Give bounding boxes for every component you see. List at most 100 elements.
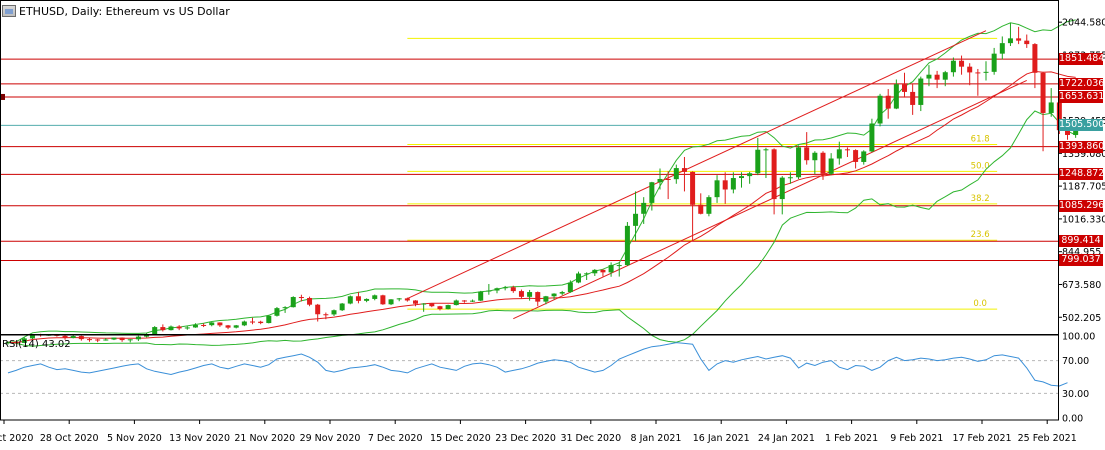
candle-body bbox=[584, 273, 590, 275]
chart-window-icon[interactable] bbox=[2, 5, 16, 17]
candle-body bbox=[29, 334, 35, 339]
candle-body bbox=[910, 91, 916, 105]
candle-body bbox=[950, 60, 956, 73]
date-tick-label: 29 Nov 2020 bbox=[300, 433, 361, 444]
candle-body bbox=[787, 177, 793, 179]
candle-body bbox=[21, 338, 27, 343]
candle-body bbox=[559, 292, 565, 294]
candle-body bbox=[592, 269, 598, 274]
price-tick-label: 673.580 bbox=[1062, 280, 1101, 291]
rsi-tick-label: 30.00 bbox=[1062, 389, 1089, 400]
fibonacci-lines: 61.8 50.0 38.2 23.6 0.0 bbox=[407, 37, 998, 310]
candle-body bbox=[1032, 44, 1038, 73]
chart-title-bar: ETHUSD, Daily: Ethereum vs US Dollar bbox=[2, 3, 230, 19]
candle-body bbox=[184, 327, 190, 329]
candle-body bbox=[192, 324, 198, 328]
candle-body bbox=[959, 60, 965, 67]
candle-body bbox=[298, 297, 304, 299]
candle-body bbox=[233, 325, 239, 328]
price-tick-label: 502.205 bbox=[1062, 313, 1101, 324]
fib-label: 0.0 bbox=[973, 299, 987, 309]
candle-body bbox=[844, 149, 850, 151]
chart-title: ETHUSD, Daily: Ethereum vs US Dollar bbox=[19, 4, 230, 18]
candle-body bbox=[502, 287, 508, 289]
price-level-badge: 1505.500 bbox=[1059, 119, 1105, 132]
rsi-indicator-label: RSI(14) 43.02 bbox=[2, 339, 71, 350]
price-tick-label: 1359.080 bbox=[1062, 149, 1105, 160]
candle-body bbox=[87, 339, 92, 341]
candle-body bbox=[396, 298, 402, 300]
candle-body bbox=[78, 336, 84, 340]
date-tick-label: 7 Dec 2020 bbox=[368, 433, 423, 444]
candle-body bbox=[217, 322, 223, 326]
candle-body bbox=[755, 149, 761, 174]
candle-body bbox=[1065, 130, 1070, 135]
candle-body bbox=[453, 300, 459, 306]
level-marker bbox=[0, 93, 5, 100]
candle-body bbox=[975, 72, 981, 74]
price-level-badge: 1653.631 bbox=[1059, 90, 1105, 103]
candle-body bbox=[836, 149, 842, 159]
candle-body bbox=[999, 43, 1005, 54]
candle-body bbox=[282, 307, 288, 309]
candles bbox=[5, 23, 1079, 345]
candle-body bbox=[290, 297, 296, 308]
bollinger-lower bbox=[7, 110, 1076, 347]
candle-body bbox=[902, 84, 907, 92]
candle-body bbox=[967, 66, 973, 73]
candle-body bbox=[893, 84, 899, 109]
rsi-tick-label: 100.00 bbox=[1062, 332, 1095, 343]
date-tick-label: 13 Nov 2020 bbox=[169, 433, 230, 444]
candle-body bbox=[885, 95, 891, 109]
candle-body bbox=[681, 168, 687, 172]
candle-body bbox=[1016, 38, 1022, 41]
date-tick-label: 21 Nov 2020 bbox=[234, 433, 295, 444]
date-tick-label: 9 Feb 2021 bbox=[890, 433, 943, 444]
price-tick-label: 1016.330 bbox=[1062, 214, 1105, 225]
date-tick-label: 17 Feb 2021 bbox=[952, 433, 1011, 444]
date-tick-label: 25 Feb 2021 bbox=[1018, 433, 1077, 444]
date-tick-label: 16 Jan 2021 bbox=[693, 433, 750, 444]
fib-label: 23.6 bbox=[971, 230, 990, 240]
candle-body bbox=[1007, 38, 1013, 44]
channel-lower-line bbox=[513, 79, 1027, 320]
candle-body bbox=[331, 310, 337, 315]
candle-body bbox=[127, 339, 133, 341]
candle-body bbox=[698, 204, 704, 214]
candle-body bbox=[413, 300, 418, 304]
candle-body bbox=[608, 265, 614, 273]
candle-body bbox=[404, 298, 410, 301]
candle-body bbox=[111, 337, 117, 340]
candle-body bbox=[160, 327, 166, 331]
date-tick-label: 28 Oct 2020 bbox=[40, 433, 99, 444]
date-tick-label: 20 Oct 2020 bbox=[0, 433, 33, 444]
candle-body bbox=[747, 173, 753, 177]
date-tick-label: 15 Dec 2020 bbox=[430, 433, 491, 444]
candle-body bbox=[209, 322, 215, 326]
candle-body bbox=[722, 180, 728, 190]
candle-body bbox=[241, 321, 247, 326]
candle-body bbox=[665, 178, 671, 180]
price-tick-label: 844.955 bbox=[1062, 247, 1101, 258]
candle-body bbox=[486, 290, 492, 292]
candle-body bbox=[135, 336, 141, 340]
price-level-badge: 1085.296 bbox=[1059, 199, 1105, 212]
horizontal-levels bbox=[0, 58, 1058, 261]
candle-body bbox=[616, 265, 622, 267]
price-tick-label: 1187.705 bbox=[1062, 182, 1105, 193]
candle-body bbox=[877, 95, 883, 124]
candle-body bbox=[103, 339, 109, 341]
candle-body bbox=[176, 326, 182, 329]
candle-body bbox=[1048, 102, 1054, 113]
candle-body bbox=[942, 72, 948, 80]
fib-label: 38.2 bbox=[971, 194, 990, 204]
candle-body bbox=[323, 314, 329, 316]
candle-body bbox=[828, 158, 834, 174]
price-level-badge: 1851.484 bbox=[1059, 53, 1105, 66]
candle-body bbox=[673, 168, 679, 180]
date-tick-label: 23 Dec 2020 bbox=[495, 433, 556, 444]
fib-label: 61.8 bbox=[971, 135, 990, 145]
